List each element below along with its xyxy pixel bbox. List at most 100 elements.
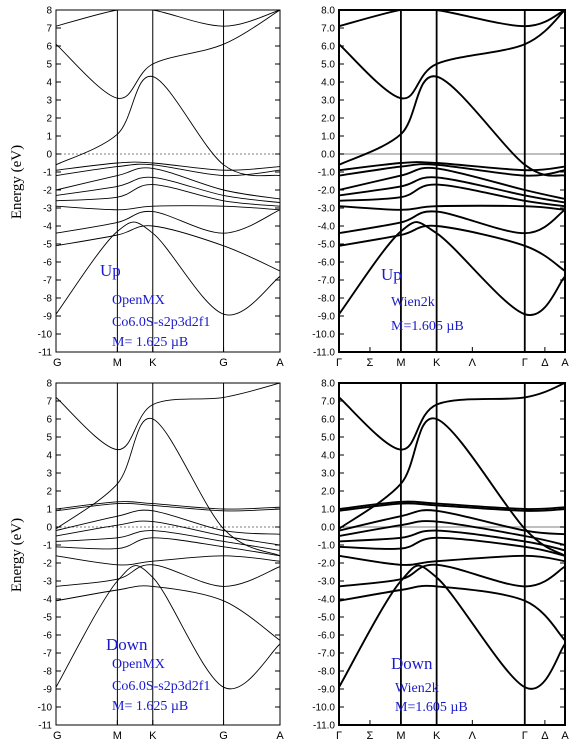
y-tick-label: -9 (43, 312, 52, 323)
kpoint-label: K (433, 357, 441, 369)
y-tick-label: -1.0 (318, 168, 336, 179)
plot-frame (338, 9, 566, 353)
y-tick-label: 4 (46, 78, 52, 89)
band-line-11 (56, 418, 280, 557)
kpoint-label: Λ (469, 357, 477, 369)
y-tick-label: -3 (43, 577, 52, 588)
band-line-2 (56, 225, 280, 272)
band-line-1 (339, 221, 565, 316)
kpoint-label: Γ (522, 730, 528, 742)
kpoint-label: Γ (522, 357, 528, 369)
y-tick-label: -8 (43, 294, 52, 305)
kpoint-label: A (276, 357, 284, 369)
annotation-text: OpenMX (112, 657, 165, 672)
y-tick-label: -11.0 (313, 348, 335, 359)
y-tick-label: -5.0 (318, 240, 336, 251)
y-tick-label: 5 (46, 60, 52, 71)
band-line-4 (56, 205, 280, 211)
band-line-7 (339, 166, 565, 200)
band-line-3 (339, 208, 565, 235)
kpoint-label: Λ (469, 730, 477, 742)
kpoint-label: G (53, 357, 62, 369)
kpoint-label: Δ (541, 730, 549, 742)
kpoint-label: M (396, 357, 405, 369)
kpoint-label: G (53, 730, 62, 742)
y-tick-label: 8.0 (321, 379, 335, 390)
y-tick-label: 7.0 (321, 397, 335, 408)
band-line-10 (339, 500, 565, 511)
y-tick-label: 0 (46, 523, 52, 534)
annotation-text: Wien2k (395, 681, 439, 696)
y-tick-label: -2.0 (318, 559, 336, 570)
y-tick-label: -11 (38, 721, 52, 732)
y-tick-label: 3.0 (321, 469, 335, 480)
y-tick-label: -5 (43, 613, 52, 624)
y-tick-label: 0 (46, 150, 52, 161)
y-tick-label: -8 (43, 667, 52, 678)
kpoint-label: K (433, 730, 441, 742)
y-tick-label: -9.0 (318, 312, 336, 323)
band-line-8 (56, 509, 280, 535)
kpoint-label: A (561, 357, 569, 369)
band-line-10 (339, 75, 565, 177)
wien2k-up-panel: 8.0 7.0 6.0 5.0 4.0 3.0 2.0 1.0 0.0 -1.0 -2.0 -3.0 -… (312, 6, 569, 370)
y-tick-label: -7.0 (318, 649, 336, 660)
band-line-7 (56, 167, 280, 200)
y-tick-label: 4 (46, 451, 52, 462)
band-line-3 (56, 209, 280, 234)
y-tick-label: 7.0 (321, 24, 335, 35)
y-tick-label: -10.0 (312, 703, 335, 714)
plot-frame (55, 382, 281, 726)
annotation-text: Up (381, 265, 402, 284)
band-line-12 (339, 383, 565, 451)
bands (339, 383, 565, 690)
kpoint-label: G (219, 357, 228, 369)
y-tick-label: -1.0 (318, 541, 336, 552)
y-tick-label: 8 (46, 6, 52, 17)
kpoint-label: K (149, 730, 157, 742)
annotation-text: M=1.605 µB (391, 319, 464, 334)
band-line-9 (56, 161, 280, 171)
annotation-text: M= 1.625 µB (112, 699, 188, 714)
band-line-5 (56, 184, 280, 207)
y-tick-label: 3 (46, 96, 52, 107)
y-tick-label: 0.0 (321, 150, 335, 161)
annotation-text: Co6.0S-s2p3d2f1 (112, 679, 210, 694)
y-tick-label: 2.0 (321, 487, 335, 498)
kpoint-label: M (113, 730, 122, 742)
band-line-1 (56, 221, 280, 316)
y-tick-label: -6 (43, 258, 52, 269)
y-tick-label: 4.0 (321, 451, 335, 462)
kpoint-label: K (149, 357, 157, 369)
y-tick-label: 5 (46, 433, 52, 444)
kpoint-label: Σ (367, 730, 374, 742)
y-tick-label: -2 (43, 559, 52, 570)
kpoint-label: Γ (336, 730, 342, 742)
band-line-4 (339, 204, 565, 211)
kpoint-label: M (113, 357, 122, 369)
y-tick-label: -11 (38, 348, 52, 359)
y-tick-label: -5 (43, 240, 52, 251)
y-tick-label: -4 (43, 222, 52, 233)
kpoint-label: A (276, 730, 284, 742)
band-line-4 (56, 555, 280, 566)
kpoint-label: M (396, 730, 405, 742)
y-tick-label: 3 (46, 469, 52, 480)
y-tick-label: 2 (46, 114, 52, 125)
y-tick-label: -8.0 (318, 667, 336, 678)
annotation-text: Up (100, 261, 121, 280)
y-tick-label: 3.0 (321, 96, 335, 107)
band-line-12 (56, 383, 280, 451)
y-tick-label: 0.0 (321, 523, 335, 534)
annotation-text: Co6.0S-s2p3d2f1 (112, 315, 210, 330)
band-line-7 (339, 520, 565, 546)
y-tick-label: 1 (46, 132, 52, 143)
y-tick-label: -4.0 (318, 222, 336, 233)
band-line-4 (339, 554, 565, 566)
y-tick-label: 2.0 (321, 114, 335, 125)
band-line-10 (56, 76, 280, 177)
